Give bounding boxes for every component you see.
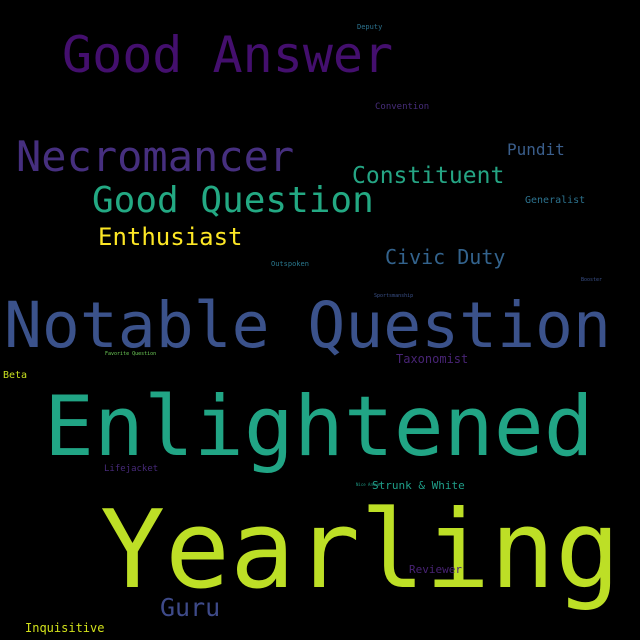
word-enthusiast: Enthusiast (98, 223, 243, 251)
word-notable-question: Notable Question (4, 289, 611, 362)
word-strunk-white: Strunk & White (372, 479, 465, 492)
word-favorite-question: Favorite Question (105, 351, 157, 357)
word-lifejacket: Lifejacket (104, 464, 159, 474)
word-sportsmanship: Sportsmanship (374, 293, 414, 299)
word-inquisitive: Inquisitive (25, 621, 105, 635)
word-outspoken: Outspoken (271, 260, 309, 268)
word-enlightened: Enlightened (44, 378, 594, 475)
word-generalist: Generalist (525, 195, 586, 206)
word-good-answer: Good Answer (62, 26, 394, 84)
word-nice-answer: Nice Answer (356, 482, 383, 487)
word-taxonomist: Taxonomist (396, 352, 469, 366)
word-constituent: Constituent (352, 163, 505, 189)
word-pundit: Pundit (507, 140, 565, 159)
word-civic-duty: Civic Duty (385, 245, 506, 269)
word-booster: Booster (581, 277, 603, 283)
word-good-question: Good Question (92, 180, 374, 221)
word-guru: Guru (160, 593, 221, 622)
word-deputy: Deputy (357, 23, 383, 31)
word-reviewer: Reviewer (409, 563, 462, 576)
word-convention: Convention (375, 102, 430, 112)
word-necromancer: Necromancer (16, 132, 295, 181)
word-beta: Beta (3, 370, 28, 381)
word-yearling: Yearling (100, 488, 621, 613)
